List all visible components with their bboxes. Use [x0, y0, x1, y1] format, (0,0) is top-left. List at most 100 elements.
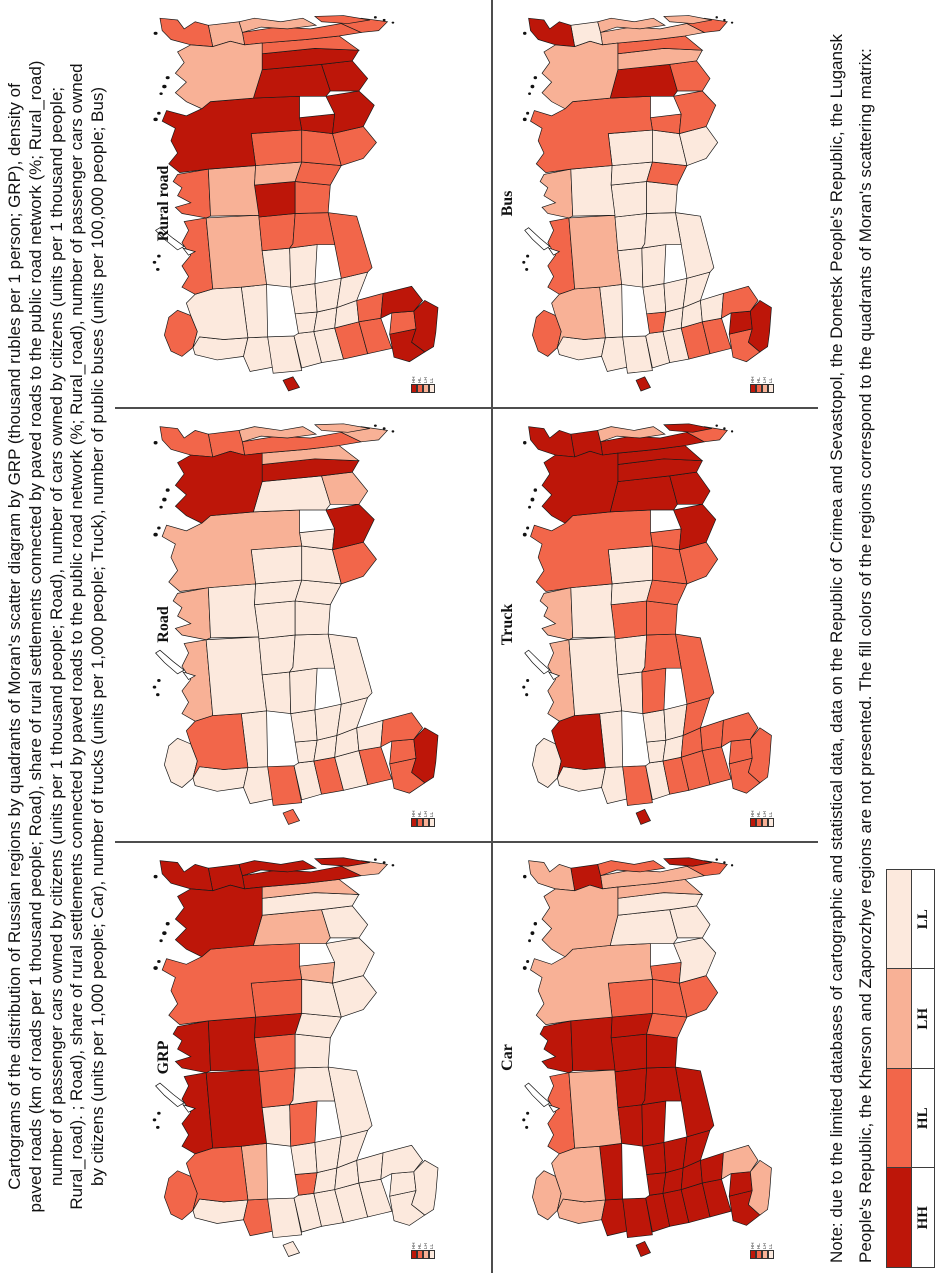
region-volgograd [700, 293, 723, 321]
region-perm [259, 1068, 295, 1108]
russia-map-truck [519, 420, 809, 833]
region-khanty_mansi [571, 584, 615, 638]
region-chelyabinsk [647, 182, 678, 214]
region-tomsk [608, 546, 652, 584]
island-dot [715, 858, 718, 861]
region-yamal [540, 1021, 573, 1073]
mini-legend-swatch [429, 818, 435, 827]
region-bashkortostan [290, 634, 335, 672]
mini-legend-swatch [768, 818, 774, 827]
island-dot [715, 424, 718, 427]
island-dot [522, 532, 527, 537]
island-dot [522, 685, 526, 689]
region-sakhalin [664, 858, 712, 866]
map-panel-truck: Truck HH HL LH LL [493, 408, 818, 841]
region-yakutia [542, 885, 618, 957]
mini-legend-row: LL [429, 811, 435, 827]
region-kemerovo [650, 962, 681, 983]
region-vladimir_ivanovo [643, 1142, 666, 1174]
region-perm [615, 213, 647, 250]
island-dot [528, 505, 531, 509]
map-title-road: Road [155, 606, 172, 643]
island-dot [528, 939, 531, 943]
region-astrakhan [381, 1145, 423, 1179]
region-chukotka [160, 18, 213, 46]
region-krasnoyarsk [531, 96, 653, 172]
region-orenburg [675, 634, 713, 704]
island-dot [530, 84, 535, 89]
island-dot [382, 427, 386, 430]
russia-map-road [149, 420, 481, 833]
island-dot [525, 1125, 529, 1129]
island-dot [157, 678, 161, 683]
island-dot [723, 861, 726, 864]
quadrant-legend: HH HL LH LL [886, 869, 936, 1268]
island-dot [522, 966, 527, 970]
mini-legend-label: LL [429, 377, 434, 383]
region-kemerovo [300, 529, 335, 550]
island-dot [152, 1118, 157, 1122]
region-kemerovo [300, 962, 335, 983]
region-caucasus [412, 1160, 438, 1215]
map-panel-bus: Bus HH HL LH LL [493, 0, 818, 407]
region-omsk [647, 162, 687, 185]
region-kaliningrad [283, 377, 299, 391]
region-caucasus [412, 728, 438, 783]
region-arkhangelsk [552, 287, 606, 347]
region-omsk [295, 580, 341, 605]
mini-legend: HH HL LH LL [750, 811, 774, 827]
mini-legend-label: LL [768, 377, 773, 383]
island-dot [526, 1111, 530, 1115]
region-altai [679, 127, 717, 166]
region-buryatia [322, 472, 368, 504]
island-dot [526, 526, 530, 530]
map-panel-rural-road: Rural road HH HL LH LL [115, 0, 491, 407]
island-dot [382, 18, 386, 22]
island-outline [183, 1105, 195, 1113]
region-kirov [618, 248, 643, 287]
island-dot [162, 84, 167, 89]
island-dot [730, 21, 734, 24]
region-krasnoyarsk [162, 96, 302, 172]
region-khanty_mansi [571, 166, 615, 217]
island-dot [165, 488, 170, 492]
island-dot [152, 260, 157, 264]
region-kamchatka [598, 18, 665, 32]
map-panel-grp: GRP HH HL LH LL [115, 842, 491, 1273]
mini-legend-swatch [429, 1250, 435, 1259]
island-dot [382, 861, 386, 864]
island-dot [153, 966, 158, 970]
region-sverdlovsk [611, 601, 647, 639]
region-volgograd [357, 1153, 383, 1183]
region-kamchatka [239, 861, 316, 876]
island-dot [159, 505, 163, 509]
russia-cartogram-svg [522, 420, 809, 833]
region-khakassia_tyva [674, 91, 716, 134]
map-title-car: Car [499, 1044, 516, 1071]
legend-label-lh: LH [911, 968, 935, 1069]
island-dot [528, 92, 531, 95]
mini-legend-label: LL [768, 811, 773, 817]
region-khakassia_tyva [326, 91, 374, 134]
region-yakutia [542, 41, 618, 108]
region-bashkortostan [290, 1067, 335, 1105]
region-altai [333, 542, 377, 584]
island-dot [533, 76, 538, 80]
russia-cartogram-svg [152, 420, 481, 833]
region-kirov [618, 1105, 643, 1146]
region-caucasus [748, 728, 771, 783]
map-title-rural-road: Rural road [155, 165, 172, 242]
mini-legend: HH HL LH LL [411, 1243, 435, 1259]
region-krasnoyarsk [531, 944, 653, 1025]
region-kamchatka [239, 427, 316, 442]
region-chelyabinsk [295, 601, 330, 635]
region-orenburg [328, 1067, 372, 1137]
island-outline [525, 1083, 550, 1107]
region-yakutia [542, 451, 618, 523]
mini-legend: HH HL LH LL [750, 377, 774, 393]
island-dot [522, 117, 527, 122]
region-chelyabinsk [295, 1034, 330, 1068]
island-outline [183, 672, 195, 680]
region-caucasus [748, 1160, 771, 1215]
